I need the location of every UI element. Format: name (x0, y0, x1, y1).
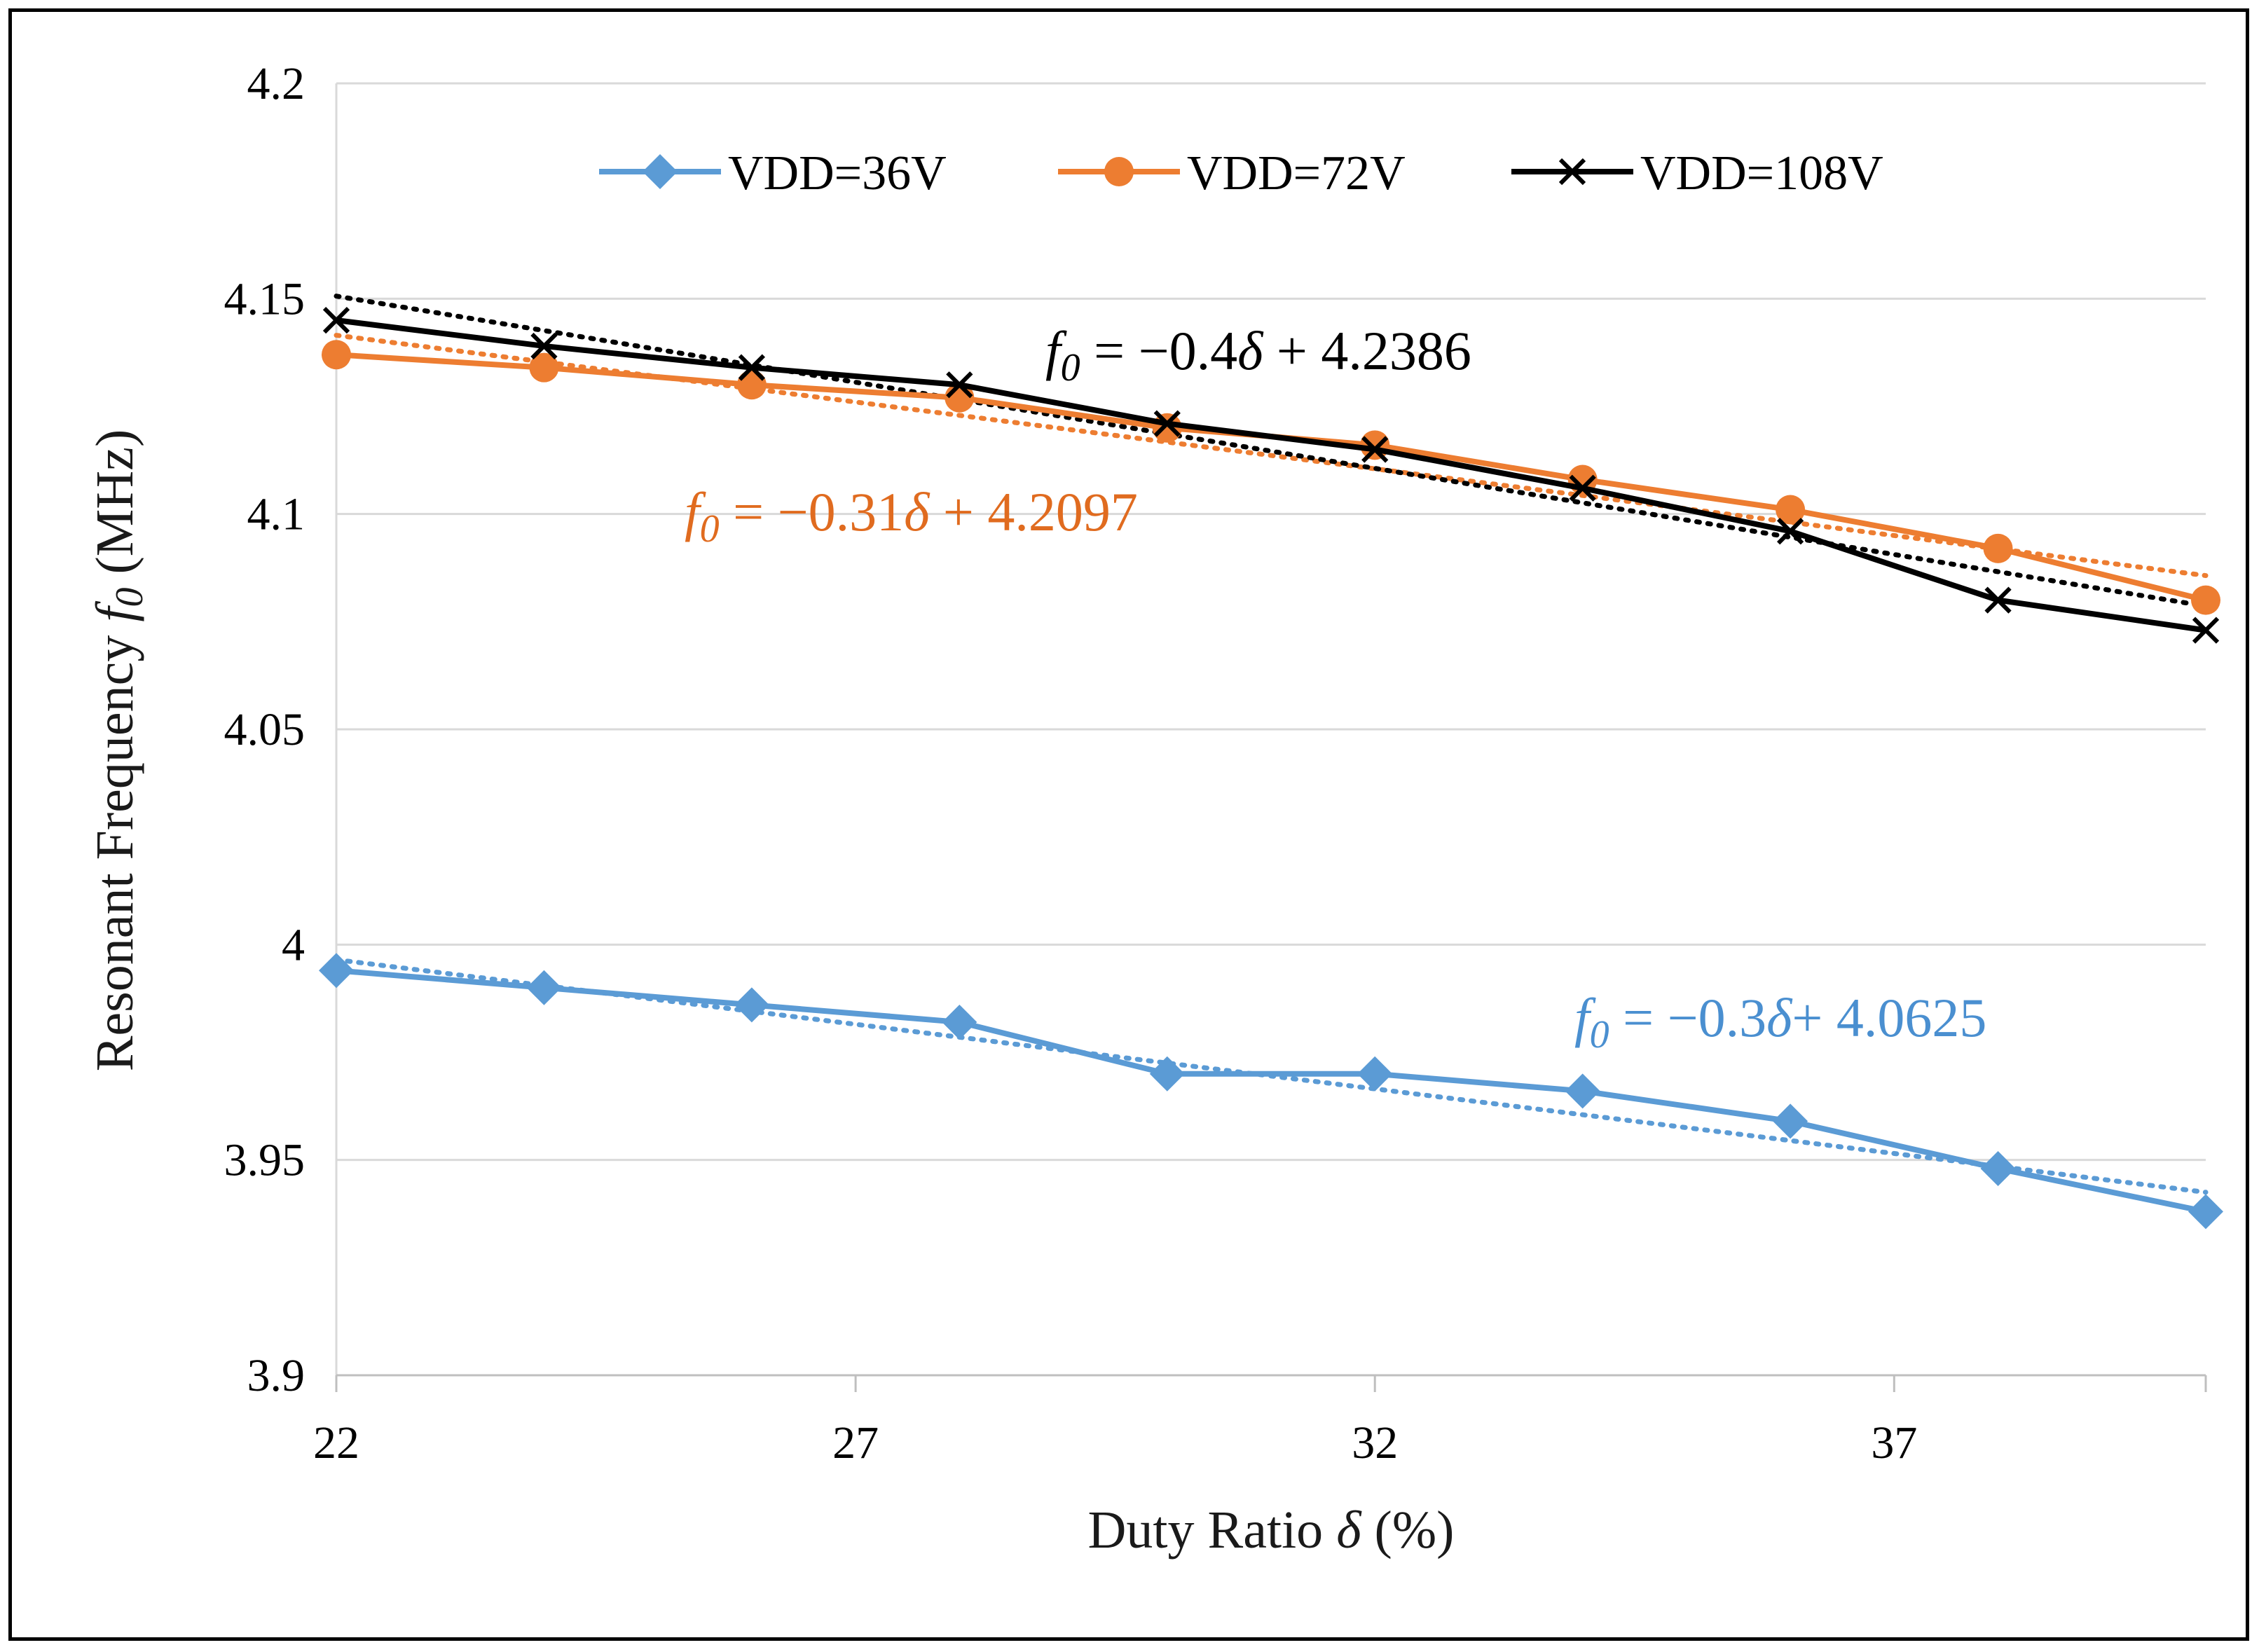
data-point-VDD=108V (1984, 586, 2012, 614)
legend-marker (1104, 157, 1134, 186)
y-tick-label: 4 (282, 919, 305, 970)
data-point-VDD=36V (734, 987, 769, 1023)
y-tick-label: 4.05 (224, 704, 305, 755)
data-point-VDD=108V (1153, 410, 1181, 437)
chart-frame: 3.9 3.95 4 4.05 4.1 4.15 4.2 22 27 32 37 Duty Ratio… (8, 8, 2249, 1641)
data-point-VDD=72V (529, 352, 559, 383)
data-point-VDD=36V (942, 1004, 977, 1040)
trendline-VDD=108V (334, 294, 2209, 609)
data-point-VDD=72V (1152, 413, 1182, 443)
data-point-VDD=108V (738, 354, 766, 381)
trendline-equation-VDD=36V: f0 = −0.3δ+ 4.0625 (1574, 987, 1986, 1056)
data-point-VDD=36V (1357, 1056, 1393, 1092)
chart-svg: 3.9 3.95 4 4.05 4.1 4.15 4.2 22 27 32 37 Duty Ratio… (85, 58, 2223, 1560)
data-point-VDD=72V (1983, 533, 2013, 563)
y-tick-label: 3.95 (224, 1135, 305, 1186)
y-tick-label: 4.1 (247, 489, 305, 540)
data-point-VDD=36V (526, 970, 562, 1005)
data-point-VDD=36V (1980, 1150, 2016, 1186)
x-axis-title: Duty Ratio δ (%) (1088, 1501, 1455, 1560)
data-point-VDD=108V (1569, 474, 1596, 502)
y-tick-label: 4.2 (247, 58, 305, 109)
series-line-VDD=108V (336, 317, 2206, 633)
data-point-VDD=108V (1776, 518, 1804, 545)
data-point-VDD=72V (2191, 585, 2220, 615)
legend-marker (1558, 158, 1586, 186)
x-tick-label: 37 (1871, 1417, 1917, 1468)
data-point-VDD=72V (322, 340, 351, 370)
legend-label: VDD=108V (1640, 146, 1883, 200)
data-point-VDD=108V (2192, 617, 2220, 644)
x-tick-label: 32 (1352, 1417, 1398, 1468)
data-point-VDD=108V (946, 371, 973, 399)
series-line-VDD=72V (336, 352, 2206, 603)
data-point-VDD=36V (1773, 1103, 1808, 1139)
legend-item-VDD=108V: VDD=108V (1511, 146, 1883, 200)
axes (335, 83, 2207, 1392)
legend-item-VDD=72V: VDD=72V (1058, 146, 1406, 200)
data-point-VDD=72V (1360, 430, 1390, 460)
data-series (319, 306, 2223, 1230)
data-point-VDD=108V (1361, 436, 1389, 463)
legend: VDD=36V VDD=72V VDD=108V (599, 146, 1883, 200)
trendline-equation-VDD=72V: f0 = −0.31δ + 4.2097 (685, 481, 1138, 551)
data-point-VDD=36V (1565, 1073, 1600, 1109)
legend-item-VDD=36V: VDD=36V (599, 146, 947, 200)
legend-label: VDD=36V (728, 146, 947, 200)
data-point-VDD=36V (2188, 1194, 2223, 1230)
y-tick-label: 4.15 (224, 273, 305, 324)
data-point-VDD=72V (1776, 495, 1806, 525)
data-point-VDD=36V (1149, 1056, 1185, 1092)
legend-label: VDD=72V (1187, 146, 1406, 200)
trendline-equation-VDD=108V: f0 = −0.4δ + 4.2386 (1045, 320, 1471, 390)
data-point-VDD=108V (322, 306, 350, 334)
legend-marker (643, 154, 678, 189)
series-line-VDD=36V (336, 968, 2206, 1215)
labels: 3.9 3.95 4 4.05 4.1 4.15 4.2 22 27 32 37 Duty Ratio… (85, 58, 1986, 1560)
x-tick-label: 22 (313, 1417, 359, 1468)
trendlines (334, 294, 2209, 1195)
data-point-VDD=72V (736, 370, 767, 400)
gridlines (336, 82, 2206, 1377)
data-point-VDD=36V (319, 953, 354, 989)
x-tick-label: 27 (832, 1417, 879, 1468)
data-point-VDD=108V (530, 332, 558, 360)
y-axis-title: Resonant Frequency f0 (MHz) (85, 429, 151, 1072)
y-tick-label: 3.9 (247, 1350, 305, 1401)
